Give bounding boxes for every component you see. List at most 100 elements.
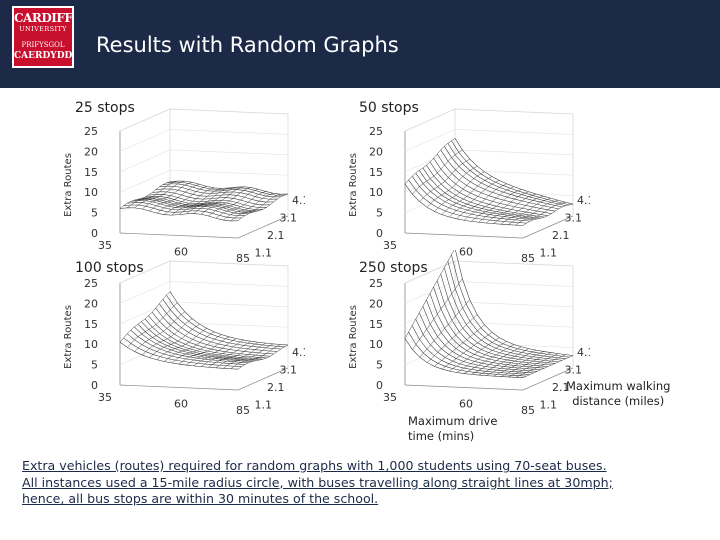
x-tick-label: 85 [236,404,250,415]
y-tick-label: 3.1 [565,364,583,377]
surface-mesh-line [449,180,500,218]
surface-mesh-line [485,193,537,224]
surface-mesh-line [500,198,551,225]
surface-mesh-line [471,346,522,375]
logo-line-1: CARDIFF [14,11,73,25]
surface-mesh-line [130,200,249,215]
z-axis-title: Extra Routes [348,305,359,369]
surface-mesh-line [515,202,566,226]
surface-plot-svg-50: 25 20 15 10 5 0 Extra Routes 35 60 85 4.1 3.1 2.1 1.1… [348,108,590,263]
surface-mesh-line [412,278,463,350]
surface-mesh-line [127,180,178,209]
surface-mesh-line [178,187,230,215]
back-wall [454,260,574,368]
grid-line [404,149,574,173]
surface-mesh-line [404,183,524,226]
surface-mesh-line [156,328,208,360]
floor-edge [119,215,289,239]
z-tick-label: 15 [84,166,98,179]
surface-mesh-line [141,318,193,356]
surface-mesh-line [434,324,485,367]
y-tick-label: 2.1 [267,229,285,242]
z-tick-label: 5 [91,359,98,372]
surface-mesh-line [404,338,524,378]
z-tick-label: 5 [376,207,383,220]
surface-mesh-line [230,193,281,222]
floor-edge [404,367,574,391]
z-tick-label: 25 [84,277,98,290]
drive-time-note-line-2: time (mins) [408,429,475,443]
grid-line [404,129,574,152]
slide-caption: Extra vehicles (routes) required for ran… [22,458,697,508]
title-bar: CARDIFF UNIVERSITY PRIFYSGOL CAERDYDD Re… [0,0,720,88]
grid-line [119,129,289,152]
surface-mesh-line [419,158,470,202]
z-tick-label: 25 [369,125,383,138]
y-tick-label: 4.1 [292,346,305,359]
surface-mesh-line [426,314,478,363]
surface-mesh-line [412,149,463,195]
walking-distance-axis-note: Maximum walking distance (miles) [566,379,670,409]
university-logo: CARDIFF UNIVERSITY PRIFYSGOL CAERDYDD [12,6,74,68]
surface-mesh-line [404,138,456,185]
surface-mesh-line [478,191,529,223]
surface-mesh-line [463,344,515,374]
back-wall [169,260,289,368]
surface-mesh-line [493,351,544,377]
surface-mesh-line [141,182,193,210]
x-tick-label: 35 [383,239,397,252]
drive-time-axis-note: Maximum drive time (mins) [408,414,497,444]
surface-mesh-line [223,343,274,369]
surface-plot-svg-100: 25 20 15 10 5 0 Extra Routes 35 60 85 4.1 3.1 2.1 1.1… [63,260,305,415]
surface-mesh-line [426,165,478,208]
side-wall [119,260,171,284]
surface-plot-svg-25: 25 20 15 10 5 0 Extra Routes 35 60 85 4.1 3.1 2.1 1.1… [63,108,305,263]
z-tick-label: 15 [369,166,383,179]
surface-mesh-line [186,186,237,215]
surface-mesh-line [404,250,455,339]
surface-mesh-line [237,193,289,221]
z-tick-label: 25 [369,277,383,290]
panel-label-100: 100 stops [75,260,144,276]
surface-mesh-line [166,295,285,348]
floor-edge [404,215,574,239]
z-tick-label: 10 [84,186,98,199]
surface-mesh-line [447,261,566,359]
x-tick-label: 60 [459,398,473,411]
surface-mesh-line [508,353,559,378]
surface-mesh-line [419,299,470,358]
surface-plot-svg-250: 25 20 15 10 5 0 Extra Routes 35 60 85 4.1 3.1 2.1 1.1… [348,250,590,415]
y-tick-label: 2.1 [267,381,285,394]
grid-line [404,281,574,304]
y-tick-label: 3.1 [565,212,583,225]
surface-mesh-line [471,189,522,222]
surface-mesh-line [449,337,500,372]
y-tick-label: 2.1 [552,229,570,242]
surface-mesh-line [493,195,544,224]
z-tick-label: 20 [84,297,98,310]
surface-mesh-line [456,183,507,220]
surface-mesh-line [119,181,171,209]
surface-mesh-line [119,291,171,343]
surface-mesh-line [522,355,574,378]
y-tick-label: 1.1 [540,247,558,260]
walking-note-line-2: distance (miles) [572,394,665,408]
surface-mesh-line [434,171,485,212]
grid-line [119,281,289,304]
side-wall [404,108,456,132]
grid-line [404,190,574,213]
surface-mesh-line [208,189,259,217]
grid-line [404,301,574,325]
surface-mesh-line [164,187,215,215]
surface-mesh-line [171,188,222,216]
z-tick-label: 20 [84,145,98,158]
surface-plot-250-stops: 25 20 15 10 5 0 Extra Routes 35 60 85 4.1 3.1 2.1 1.1… [340,250,590,415]
z-tick-label: 0 [91,379,98,392]
grid-line [119,169,289,193]
grid-line [404,169,574,193]
surface-mesh-line [215,191,266,219]
surface-mesh-line [486,349,537,376]
surface-mesh-line [456,341,507,373]
surface-mesh-line [164,331,215,362]
surface-mesh-line [419,170,538,220]
